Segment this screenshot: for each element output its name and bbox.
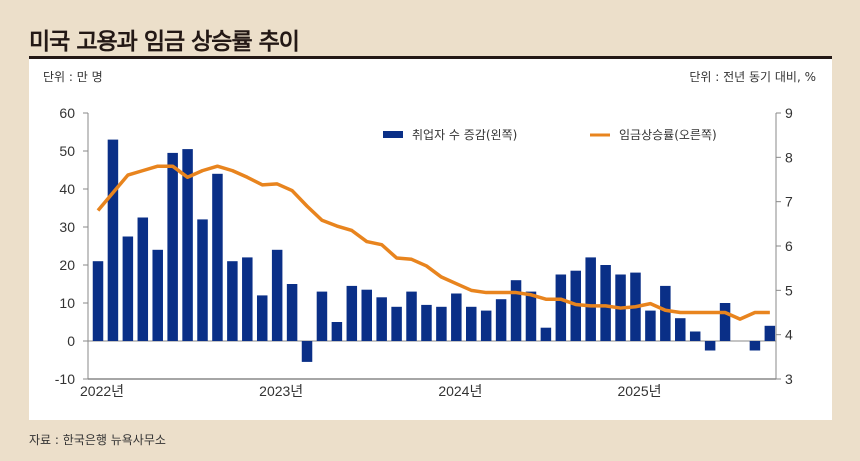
bar [301, 341, 313, 362]
legend-bar-label: 취업자 수 증감(왼쪽) [412, 128, 517, 142]
bar [227, 261, 238, 341]
bar [271, 249, 283, 341]
bar [391, 306, 402, 341]
bar [152, 249, 163, 341]
bar [286, 284, 298, 341]
left-tick-label: -10 [55, 371, 75, 387]
bar [122, 236, 134, 341]
bar [436, 306, 447, 341]
chart-panel [29, 59, 832, 420]
left-tick-label: 0 [67, 333, 75, 349]
bar [704, 341, 716, 351]
bar [749, 341, 761, 351]
source-note: 자료 : 한국은행 뉴욕사무소 [29, 433, 166, 447]
right-axis-unit: 단위 : 전년 동기 대비, % [689, 70, 816, 84]
left-tick-label: 60 [59, 105, 75, 121]
x-tick-label: 2024년 [438, 383, 482, 399]
bar [585, 257, 596, 341]
legend-bar-swatch [383, 131, 403, 138]
line-series [96, 164, 770, 321]
bar [376, 297, 387, 341]
x-tick-label: 2025년 [617, 383, 661, 399]
bar [510, 280, 522, 341]
wage-growth-line [96, 164, 770, 321]
bar [600, 265, 611, 341]
bar [451, 293, 462, 341]
axes: 60 50 40 30 20 10 0 -10 9 8 7 6 5 4 3 2022년 2023년 2024년 20… [55, 105, 793, 399]
right-tick-label: 5 [785, 282, 793, 298]
right-tick-label: 7 [785, 194, 793, 210]
left-tick-label: 30 [59, 219, 75, 235]
bar [212, 173, 223, 341]
bar [167, 152, 178, 341]
bar [316, 291, 328, 341]
right-tick-label: 3 [785, 371, 793, 387]
bar [764, 325, 776, 341]
legend: 취업자 수 증감(왼쪽) 임금상승률(오른쪽) [383, 128, 717, 142]
bar [540, 327, 552, 341]
bar [719, 303, 731, 341]
bar [92, 261, 104, 341]
right-tick-label: 6 [785, 238, 793, 254]
legend-line-label: 임금상승률(오른쪽) [619, 128, 717, 142]
bar [346, 285, 358, 341]
bar [421, 304, 432, 341]
bar [480, 310, 492, 341]
left-tick-label: 20 [59, 257, 75, 273]
bar [675, 318, 686, 341]
bar [331, 322, 343, 341]
bar [660, 285, 671, 341]
left-tick-label: 10 [59, 295, 75, 311]
left-tick-label: 40 [59, 181, 75, 197]
bar [555, 274, 567, 341]
left-tick-label: 50 [59, 143, 75, 159]
right-tick-label: 8 [785, 149, 793, 165]
bar [406, 291, 417, 341]
bar [256, 295, 268, 341]
left-axis-unit: 단위 : 만 명 [43, 70, 103, 84]
bar [525, 291, 537, 341]
bar [466, 306, 477, 341]
x-tick-label: 2023년 [259, 383, 303, 399]
right-tick-label: 4 [785, 327, 793, 343]
bar [197, 219, 208, 341]
x-tick-label: 2022년 [80, 383, 124, 399]
right-tick-label: 9 [785, 105, 793, 121]
bar [137, 217, 149, 341]
bar [361, 289, 372, 341]
chart-title: 미국 고용과 임금 상승률 추이 [29, 29, 300, 55]
bar [645, 310, 656, 341]
bar [182, 149, 193, 341]
bar [107, 139, 119, 341]
bar [495, 299, 507, 341]
title-divider [29, 56, 832, 59]
bar [689, 331, 701, 341]
bar [242, 257, 253, 341]
